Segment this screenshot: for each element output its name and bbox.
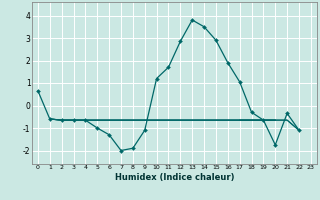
X-axis label: Humidex (Indice chaleur): Humidex (Indice chaleur) [115, 173, 234, 182]
